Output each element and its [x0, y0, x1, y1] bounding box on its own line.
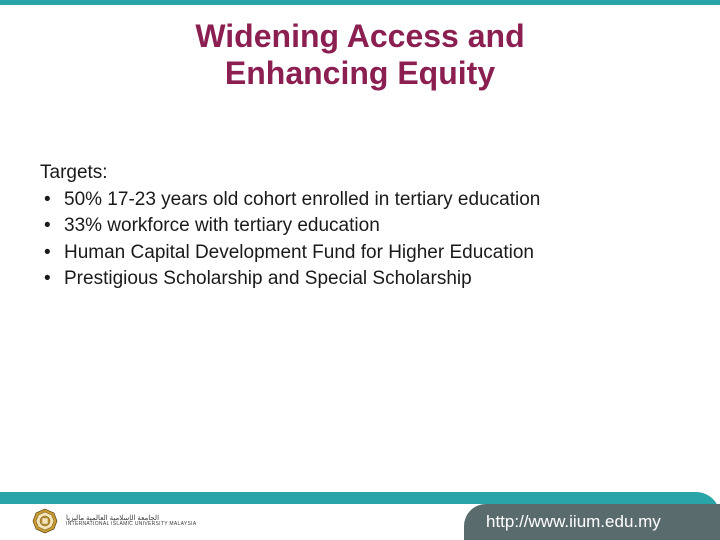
logo-text: الجامعة الإسلامية العالمية ماليزيا INTER…: [66, 515, 196, 527]
content-area: Targets: 50% 17-23 years old cohort enro…: [40, 160, 680, 293]
footer-url-box: http://www.iium.edu.my: [464, 504, 720, 540]
university-logo: الجامعة الإسلامية العالمية ماليزيا INTER…: [32, 508, 196, 534]
title-line-1: Widening Access and: [0, 18, 720, 55]
logo-english-text: INTERNATIONAL ISLAMIC UNIVERSITY MALAYSI…: [66, 522, 196, 527]
footer-url: http://www.iium.edu.my: [486, 512, 661, 532]
logo-emblem-icon: [32, 508, 58, 534]
top-accent-bar: [0, 0, 720, 5]
list-item: 50% 17-23 years old cohort enrolled in t…: [40, 187, 680, 214]
list-item: 33% workforce with tertiary education: [40, 213, 680, 240]
list-item: Human Capital Development Fund for Highe…: [40, 240, 680, 267]
targets-label: Targets:: [40, 160, 680, 187]
title-line-2: Enhancing Equity: [0, 55, 720, 92]
list-item: Prestigious Scholarship and Special Scho…: [40, 266, 680, 293]
bullet-list: 50% 17-23 years old cohort enrolled in t…: [40, 187, 680, 293]
slide-title: Widening Access and Enhancing Equity: [0, 18, 720, 92]
